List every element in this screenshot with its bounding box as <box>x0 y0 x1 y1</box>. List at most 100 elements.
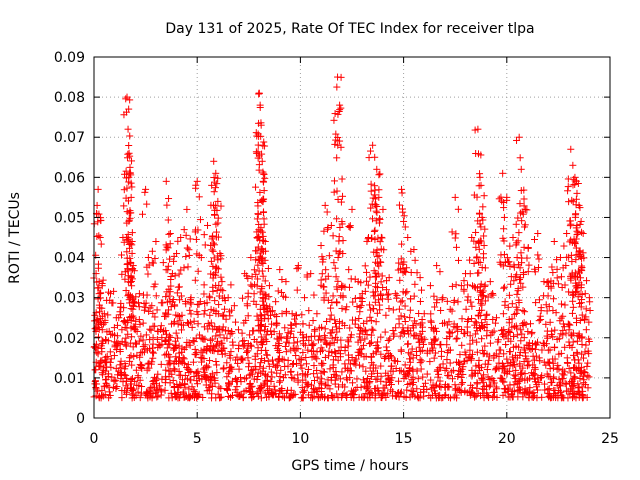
band-point <box>122 334 130 342</box>
y-tick-label: 0.05 <box>54 210 85 226</box>
band-point <box>269 356 277 364</box>
spike-point <box>515 229 523 237</box>
spike-point <box>464 316 472 324</box>
band-point <box>283 334 291 342</box>
band-point <box>578 341 586 349</box>
band-point <box>257 394 265 402</box>
band-point <box>307 381 315 389</box>
spike-point <box>338 175 346 183</box>
spike-point <box>519 320 527 328</box>
band-point <box>244 312 252 320</box>
spike-point <box>192 184 200 192</box>
band-point <box>404 340 412 348</box>
spike-point <box>210 174 218 182</box>
band-point <box>157 322 165 330</box>
spike-point <box>273 320 281 328</box>
band-point <box>381 384 389 392</box>
spike-point <box>260 138 268 146</box>
spike-point <box>139 210 147 218</box>
spike-point <box>165 230 173 238</box>
band-point <box>349 379 357 387</box>
band-point <box>467 381 475 389</box>
band-point <box>250 335 258 343</box>
band-point <box>161 386 169 394</box>
band-point <box>441 392 449 400</box>
band-point <box>374 338 382 346</box>
band-point <box>331 380 339 388</box>
spike-point <box>95 232 103 240</box>
band-point <box>565 364 573 372</box>
spike-point <box>305 307 313 315</box>
spike-point <box>397 298 405 306</box>
band-point <box>128 374 136 382</box>
spike-point <box>200 310 208 318</box>
band-point <box>110 352 118 360</box>
band-point <box>446 305 454 313</box>
spike-point <box>572 210 580 218</box>
band-point <box>406 355 414 363</box>
spike-point <box>330 177 338 185</box>
spike-point <box>213 264 221 272</box>
spike-point <box>293 265 301 273</box>
band-point <box>580 376 588 384</box>
spike-point <box>568 196 576 204</box>
band-point <box>437 352 445 360</box>
band-point <box>150 349 158 357</box>
spike-point <box>278 288 286 296</box>
band-point <box>397 347 405 355</box>
band-point <box>129 391 137 399</box>
band-point <box>142 331 150 339</box>
spike-point <box>361 262 369 270</box>
spike-point <box>520 195 528 203</box>
band-point <box>302 354 310 362</box>
band-point <box>267 327 275 335</box>
spike-point <box>372 207 380 215</box>
spike-point <box>376 170 384 178</box>
band-point <box>540 341 548 349</box>
spike-point <box>500 213 508 221</box>
band-point <box>579 354 587 362</box>
spike-point <box>395 320 403 328</box>
band-point <box>271 363 279 371</box>
band-point <box>149 377 157 385</box>
chart-title: Day 131 of 2025, Rate Of TEC Index for r… <box>165 21 534 37</box>
band-point <box>384 336 392 344</box>
spike-point <box>200 231 208 239</box>
data-point <box>404 234 412 241</box>
band-point <box>531 345 539 353</box>
spike-point <box>448 228 456 236</box>
band-point <box>175 371 183 379</box>
band-point <box>223 359 231 367</box>
band-point <box>259 364 267 372</box>
spike-point <box>583 277 591 285</box>
y-tick-label: 0.08 <box>54 90 85 106</box>
band-point <box>514 393 522 401</box>
x-axis-label: GPS time / hours <box>291 458 408 474</box>
band-point <box>125 354 133 362</box>
band-point <box>298 364 306 372</box>
band-point <box>498 331 506 339</box>
band-point <box>350 359 358 367</box>
spike-point <box>144 270 152 278</box>
band-point <box>565 338 573 346</box>
data-point <box>218 278 226 286</box>
band-point <box>235 365 243 373</box>
spike-point <box>427 317 435 325</box>
band-point <box>284 386 292 394</box>
band-point <box>242 386 250 394</box>
band-point <box>94 333 102 341</box>
data-point <box>416 274 424 282</box>
spike-point <box>217 273 225 281</box>
band-point <box>448 307 456 315</box>
spike-point <box>357 302 365 310</box>
band-point <box>369 326 377 334</box>
spike-point <box>175 283 183 291</box>
band-point <box>543 327 551 335</box>
data-point <box>451 193 459 201</box>
data-point <box>550 238 558 246</box>
spike-point <box>139 319 147 327</box>
band-point <box>311 332 319 340</box>
spike-point <box>472 228 480 236</box>
spike-point <box>473 253 481 261</box>
x-tick-label: 25 <box>601 431 619 447</box>
